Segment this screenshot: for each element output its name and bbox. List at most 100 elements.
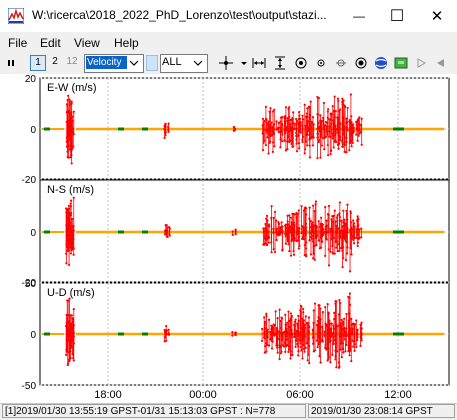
velocity-spike — [307, 105, 311, 108]
velocity-spike — [289, 340, 292, 343]
velocity-spike — [287, 107, 290, 111]
menu-edit[interactable]: Edit — [40, 36, 61, 50]
velocity-spike — [65, 103, 69, 106]
velocity-spike — [283, 129, 286, 132]
velocity-spike — [338, 298, 341, 302]
frequency-12-button[interactable]: 12 — [66, 56, 78, 67]
velocity-spike — [331, 137, 334, 140]
velocity-spike — [165, 333, 168, 336]
velocity-spike — [348, 228, 352, 232]
frequency-1-button[interactable]: 1 — [30, 55, 46, 71]
velocity-spike — [271, 133, 274, 137]
velocity-spike — [268, 110, 271, 113]
velocity-spike — [353, 349, 356, 353]
fix-horizontal-icon[interactable] — [333, 55, 349, 71]
velocity-plot[interactable]: 20 0 -20 E-W (m/s) 0 -20 N-S (m/s) 50 0 -50 U-D (m… — [0, 74, 457, 403]
velocity-spike — [308, 239, 311, 242]
velocity-spike — [68, 124, 71, 127]
velocity-spike — [357, 238, 360, 241]
dropdown-small-icon[interactable] — [236, 55, 252, 71]
velocity-spike — [348, 270, 352, 273]
chevron-down-icon[interactable] — [128, 56, 140, 69]
velocity-spike — [317, 220, 320, 223]
fit-horizontal-icon[interactable] — [251, 55, 267, 71]
map-icon[interactable] — [393, 55, 409, 71]
velocity-spike — [278, 344, 281, 347]
velocity-spike — [334, 299, 337, 303]
velocity-spike — [352, 126, 355, 129]
velocity-spike — [296, 213, 299, 216]
velocity-spike — [316, 346, 319, 349]
velocity-spike — [165, 223, 168, 227]
velocity-spike — [69, 334, 72, 337]
velocity-spike — [270, 216, 273, 220]
menu-help[interactable]: Help — [114, 36, 139, 50]
frequency-2-button[interactable]: 2 — [52, 56, 58, 67]
velocity-spike — [273, 145, 276, 148]
velocity-spike — [69, 357, 72, 360]
play-icon[interactable] — [413, 55, 429, 71]
velocity-spike — [345, 117, 348, 120]
velocity-spike — [264, 105, 267, 108]
velocity-spike — [337, 116, 340, 120]
maximize-button[interactable]: ☐ — [378, 0, 416, 32]
fit-vertical-icon[interactable] — [272, 55, 288, 71]
center-icon[interactable] — [218, 55, 234, 71]
velocity-spike — [289, 317, 292, 320]
velocity-spike — [301, 140, 304, 144]
velocity-spike — [295, 117, 298, 121]
velocity-spike — [304, 315, 307, 318]
velocity-spike — [276, 351, 279, 354]
menu-file[interactable]: File — [8, 36, 28, 50]
show-track-icon[interactable] — [293, 55, 309, 71]
velocity-spike — [341, 97, 344, 100]
velocity-spike — [360, 227, 363, 230]
velocity-spike — [72, 359, 75, 362]
title-bar — [0, 0, 457, 32]
velocity-spike — [71, 352, 74, 355]
velocity-spike — [270, 241, 273, 244]
velocity-spike — [337, 361, 341, 364]
animation-rewind-icon[interactable] — [433, 55, 449, 71]
velocity-spike — [318, 126, 321, 129]
velocity-spike — [65, 229, 68, 232]
velocity-spike — [68, 359, 71, 363]
velocity-spike — [333, 317, 336, 321]
velocity-spike — [335, 224, 338, 227]
velocity-spike — [300, 349, 303, 352]
velocity-spike — [272, 323, 275, 326]
satellite-select[interactable] — [160, 54, 208, 73]
y-tick-label: 0 — [30, 330, 36, 341]
velocity-spike — [289, 118, 292, 122]
filler-toggle-button[interactable] — [146, 55, 158, 71]
velocity-spike — [338, 136, 342, 139]
menu-view[interactable]: View — [74, 36, 100, 50]
chevron-down-icon[interactable] — [192, 56, 204, 69]
animate-icon[interactable] — [353, 55, 369, 71]
close-button[interactable]: ✕ — [418, 0, 456, 32]
velocity-spike — [313, 302, 317, 305]
velocity-spike — [288, 250, 291, 253]
velocity-spike — [70, 240, 73, 243]
velocity-spike — [335, 366, 338, 369]
velocity-spike — [69, 241, 72, 245]
velocity-spike — [326, 110, 329, 113]
fix-center-icon[interactable] — [313, 55, 329, 71]
velocity-spike — [279, 326, 283, 330]
velocity-spike — [301, 357, 304, 360]
velocity-spike — [71, 217, 74, 221]
velocity-spike — [281, 249, 284, 252]
velocity-spike — [301, 114, 304, 117]
velocity-spike — [312, 136, 315, 139]
velocity-spike — [328, 319, 331, 322]
velocity-spike — [264, 117, 268, 121]
velocity-spike — [297, 122, 300, 126]
velocity-spike — [164, 123, 167, 126]
velocity-spike — [284, 223, 288, 226]
globe-icon[interactable] — [373, 55, 389, 71]
velocity-spike — [340, 318, 343, 321]
minimize-button[interactable]: — — [340, 0, 378, 32]
velocity-spike — [265, 244, 269, 247]
velocity-spike — [347, 334, 350, 338]
velocity-spike — [263, 139, 266, 142]
